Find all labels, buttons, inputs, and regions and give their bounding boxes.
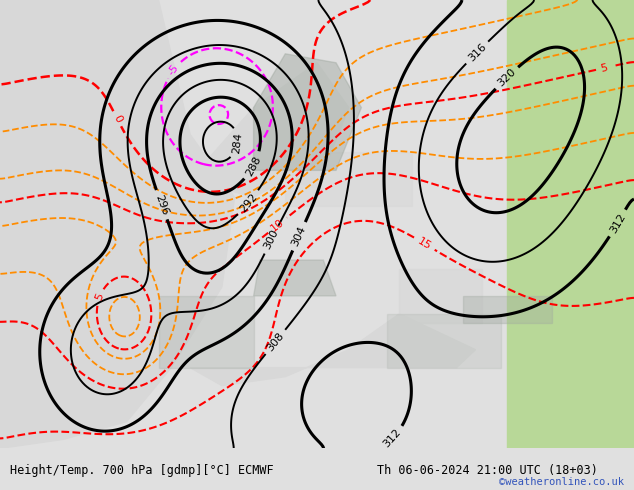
Text: ©weatheronline.co.uk: ©weatheronline.co.uk bbox=[500, 477, 624, 487]
Text: 288: 288 bbox=[244, 154, 262, 177]
Text: 320: 320 bbox=[496, 67, 518, 89]
Text: 304: 304 bbox=[290, 224, 308, 248]
Polygon shape bbox=[0, 0, 235, 448]
Text: 292: 292 bbox=[238, 191, 259, 214]
Text: 284: 284 bbox=[231, 132, 243, 154]
Text: 5: 5 bbox=[600, 62, 609, 74]
Text: 296: 296 bbox=[153, 193, 170, 217]
Text: 312: 312 bbox=[382, 427, 403, 449]
Polygon shape bbox=[285, 152, 412, 206]
Polygon shape bbox=[533, 260, 571, 359]
Text: Th 06-06-2024 21:00 UTC (18+03): Th 06-06-2024 21:00 UTC (18+03) bbox=[377, 464, 598, 477]
Text: 316: 316 bbox=[466, 42, 488, 63]
Polygon shape bbox=[158, 296, 254, 368]
Text: Height/Temp. 700 hPa [gdmp][°C] ECMWF: Height/Temp. 700 hPa [gdmp][°C] ECMWF bbox=[10, 464, 273, 477]
Polygon shape bbox=[463, 296, 552, 323]
Polygon shape bbox=[190, 314, 476, 386]
Text: 308: 308 bbox=[265, 331, 286, 353]
Text: -5: -5 bbox=[167, 62, 181, 77]
Polygon shape bbox=[387, 314, 501, 368]
Polygon shape bbox=[399, 269, 482, 323]
Text: 300: 300 bbox=[262, 228, 280, 251]
Text: 312: 312 bbox=[608, 212, 627, 235]
Polygon shape bbox=[190, 63, 349, 197]
Polygon shape bbox=[254, 260, 336, 296]
Text: 10: 10 bbox=[269, 217, 286, 233]
Polygon shape bbox=[507, 0, 634, 448]
Text: 15: 15 bbox=[416, 236, 433, 251]
Text: 5: 5 bbox=[94, 292, 106, 302]
Polygon shape bbox=[254, 54, 361, 171]
Text: 0: 0 bbox=[111, 113, 123, 124]
